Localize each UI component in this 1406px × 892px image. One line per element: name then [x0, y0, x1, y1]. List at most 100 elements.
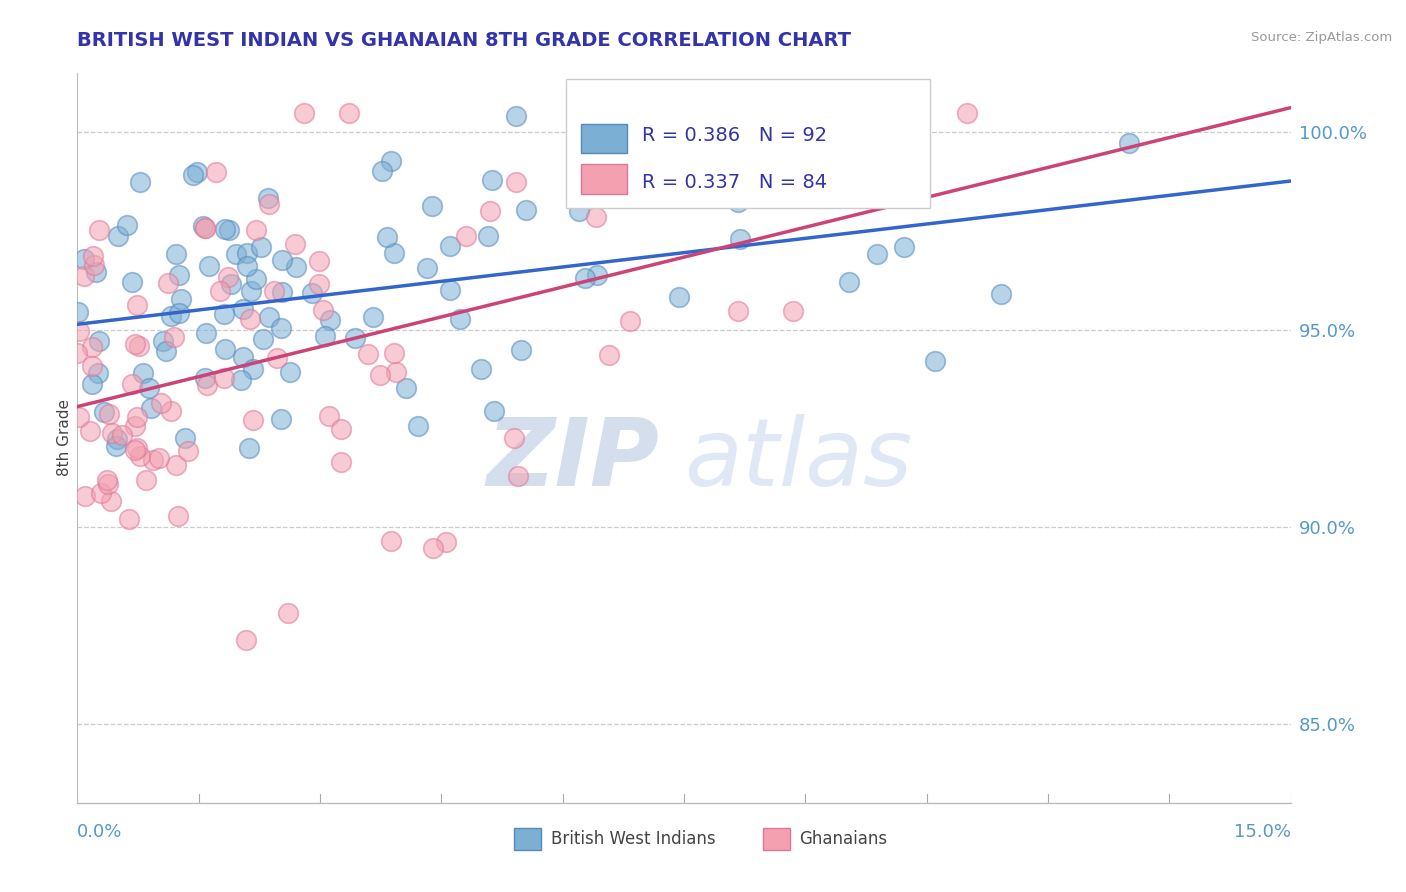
Point — [118, 512, 141, 526]
Point — [160, 404, 183, 418]
Point — [280, 365, 302, 379]
Point — [105, 432, 128, 446]
Point — [343, 331, 366, 345]
Point — [434, 535, 457, 549]
Point — [728, 232, 751, 246]
Y-axis label: 8th Grade: 8th Grade — [56, 400, 72, 476]
Point — [285, 260, 308, 275]
Point — [422, 541, 444, 556]
Point — [73, 252, 96, 266]
Point — [503, 431, 526, 445]
Point — [205, 165, 228, 179]
Point — [257, 197, 280, 211]
Point — [218, 223, 240, 237]
Point — [186, 165, 208, 179]
Point — [439, 283, 461, 297]
Point — [515, 203, 537, 218]
Point — [481, 172, 503, 186]
Point — [314, 328, 336, 343]
Point — [121, 377, 143, 392]
Point — [308, 254, 330, 268]
Point — [124, 442, 146, 457]
Point — [198, 259, 221, 273]
Point — [505, 109, 527, 123]
Point — [80, 340, 103, 354]
Text: atlas: atlas — [685, 415, 912, 506]
Point — [89, 334, 111, 349]
Point — [87, 367, 110, 381]
Point — [115, 219, 138, 233]
Text: R = 0.386   N = 92: R = 0.386 N = 92 — [641, 126, 827, 145]
Point — [167, 268, 190, 282]
Text: 15.0%: 15.0% — [1233, 822, 1291, 840]
Point — [257, 310, 280, 324]
Point — [89, 223, 111, 237]
Point — [266, 351, 288, 366]
Point — [406, 419, 429, 434]
Point — [181, 168, 204, 182]
Point — [744, 149, 766, 163]
Point — [160, 310, 183, 324]
Point — [394, 381, 416, 395]
Point — [170, 293, 193, 307]
Point — [382, 346, 405, 360]
Point — [510, 343, 533, 358]
Point — [718, 164, 741, 178]
Point — [235, 246, 257, 260]
Point — [470, 362, 492, 376]
Point — [598, 348, 620, 362]
Point — [129, 176, 152, 190]
Point — [371, 163, 394, 178]
Point — [370, 368, 392, 382]
Point — [167, 306, 190, 320]
Point — [270, 321, 292, 335]
Point — [454, 228, 477, 243]
Point — [357, 347, 380, 361]
Point — [97, 477, 120, 491]
Point — [212, 370, 235, 384]
Point — [782, 304, 804, 318]
Point — [101, 426, 124, 441]
Point — [127, 441, 149, 455]
Point — [1118, 136, 1140, 150]
Point — [90, 485, 112, 500]
Point — [439, 239, 461, 253]
Point — [194, 220, 217, 235]
Point — [149, 396, 172, 410]
Point — [165, 247, 187, 261]
Point — [235, 632, 257, 647]
Point — [66, 305, 89, 319]
Point — [93, 404, 115, 418]
Point — [73, 268, 96, 283]
Point — [893, 240, 915, 254]
Point — [484, 403, 506, 417]
Point — [375, 230, 398, 244]
FancyBboxPatch shape — [567, 79, 931, 208]
Point — [308, 277, 330, 291]
Point — [219, 277, 242, 292]
Point — [337, 105, 360, 120]
Point — [361, 310, 384, 325]
Point — [232, 350, 254, 364]
Text: Source: ZipAtlas.com: Source: ZipAtlas.com — [1251, 31, 1392, 45]
Point — [318, 409, 340, 423]
Point — [505, 176, 527, 190]
Point — [236, 259, 259, 273]
Point — [242, 362, 264, 376]
Point — [240, 285, 263, 299]
Point — [125, 410, 148, 425]
Point — [121, 275, 143, 289]
Point — [229, 373, 252, 387]
Point — [138, 381, 160, 395]
Point — [124, 336, 146, 351]
Point — [195, 378, 218, 392]
Point — [191, 219, 214, 234]
Point — [155, 343, 177, 358]
Point — [82, 249, 104, 263]
Point — [271, 285, 294, 300]
Point — [312, 303, 335, 318]
Point — [319, 312, 342, 326]
Point — [866, 247, 889, 261]
Text: ZIP: ZIP — [486, 414, 659, 506]
Point — [380, 154, 402, 169]
